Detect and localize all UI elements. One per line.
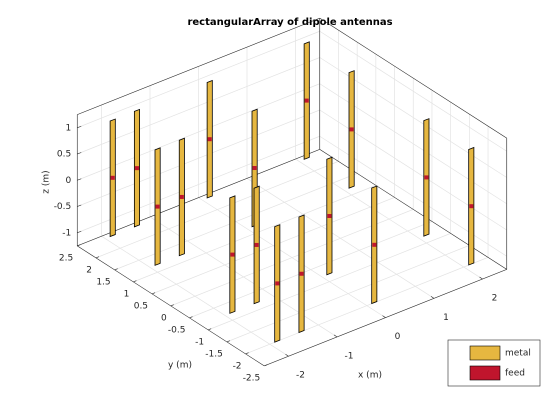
- feed: [327, 214, 332, 218]
- grid-line: [151, 197, 395, 295]
- y-tick: [189, 316, 193, 319]
- feed: [207, 137, 212, 142]
- feed: [304, 98, 309, 103]
- y-tick: [226, 340, 230, 343]
- grid-line: [77, 135, 320, 234]
- legend-label: feed: [505, 369, 525, 379]
- feed: [134, 166, 139, 171]
- y-tick-label: -2: [233, 361, 242, 371]
- z-tick-label: 1: [66, 123, 72, 133]
- grid-line: [245, 257, 489, 355]
- x-tick-label: 1: [443, 313, 449, 323]
- y-tick: [170, 304, 174, 307]
- z-tick: [77, 178, 82, 181]
- z-axis-label: z (m): [42, 170, 52, 193]
- feed: [469, 204, 474, 209]
- legend-swatch: [469, 365, 501, 381]
- y-tick-label: -1.5: [205, 349, 223, 359]
- y-tick: [245, 352, 249, 355]
- y-tick-label: 0: [161, 313, 167, 323]
- feed: [110, 175, 115, 180]
- feed: [275, 281, 280, 286]
- y-tick-label: -0.5: [168, 325, 186, 335]
- grid-line: [77, 109, 320, 207]
- axis-line: [77, 17, 320, 115]
- y-axis-label: y (m): [168, 361, 192, 371]
- legend: metal feed: [447, 339, 541, 387]
- y-tick-label: 1.5: [96, 277, 110, 287]
- x-tick-label: -2: [296, 371, 305, 381]
- y-tick: [95, 256, 100, 259]
- y-tick: [77, 244, 81, 247]
- x-tick: [479, 276, 483, 280]
- axis-line: [77, 149, 320, 247]
- feed: [252, 166, 257, 170]
- x-tick-label: -1: [345, 351, 354, 361]
- axis-line: [319, 17, 507, 139]
- z-tick: [77, 204, 82, 207]
- grid-line: [77, 83, 320, 181]
- feed: [424, 175, 429, 180]
- grid-line: [77, 57, 320, 155]
- z-tick-label: 0: [66, 176, 72, 186]
- y-tick: [151, 292, 156, 295]
- y-tick-label: -1: [195, 337, 204, 347]
- z-tick: [77, 230, 82, 234]
- feed: [179, 194, 184, 199]
- feed: [155, 204, 160, 209]
- grid-line: [77, 30, 320, 129]
- legend-label: metal: [505, 349, 531, 359]
- grid-line: [95, 161, 339, 259]
- x-tick: [430, 296, 435, 299]
- feed: [299, 271, 304, 276]
- feed: [349, 127, 354, 132]
- y-tick-label: 0.5: [134, 301, 148, 311]
- feed: [372, 242, 377, 247]
- grid-line: [319, 30, 507, 152]
- grid-line: [208, 233, 451, 331]
- x-tick: [333, 334, 338, 338]
- x-tick: [285, 353, 289, 357]
- feed: [230, 252, 235, 257]
- chart-title: rectangularArray of dipole antennas: [187, 17, 392, 28]
- y-tick-label: 2.5: [59, 253, 73, 263]
- y-tick-label: -2.5: [243, 373, 261, 383]
- z-tick-label: -1: [62, 228, 71, 238]
- x-tick-label: 0: [395, 332, 401, 342]
- z-tick-label: -0.5: [54, 202, 72, 212]
- y-tick: [133, 280, 137, 283]
- x-axis-label: x (m): [358, 371, 382, 381]
- y-tick-label: 2: [86, 265, 92, 275]
- z-tick: [77, 152, 82, 155]
- y-tick: [264, 364, 268, 367]
- y-tick: [208, 328, 212, 331]
- y-tick: [114, 268, 118, 271]
- grid-line: [226, 245, 470, 343]
- legend-swatch: [469, 345, 501, 361]
- x-tick-label: 2: [492, 294, 498, 304]
- x-tick: [382, 315, 386, 318]
- z-tick: [77, 125, 82, 129]
- y-tick-label: 1: [124, 289, 130, 299]
- feed: [254, 242, 259, 247]
- z-tick-label: 0.5: [57, 150, 71, 160]
